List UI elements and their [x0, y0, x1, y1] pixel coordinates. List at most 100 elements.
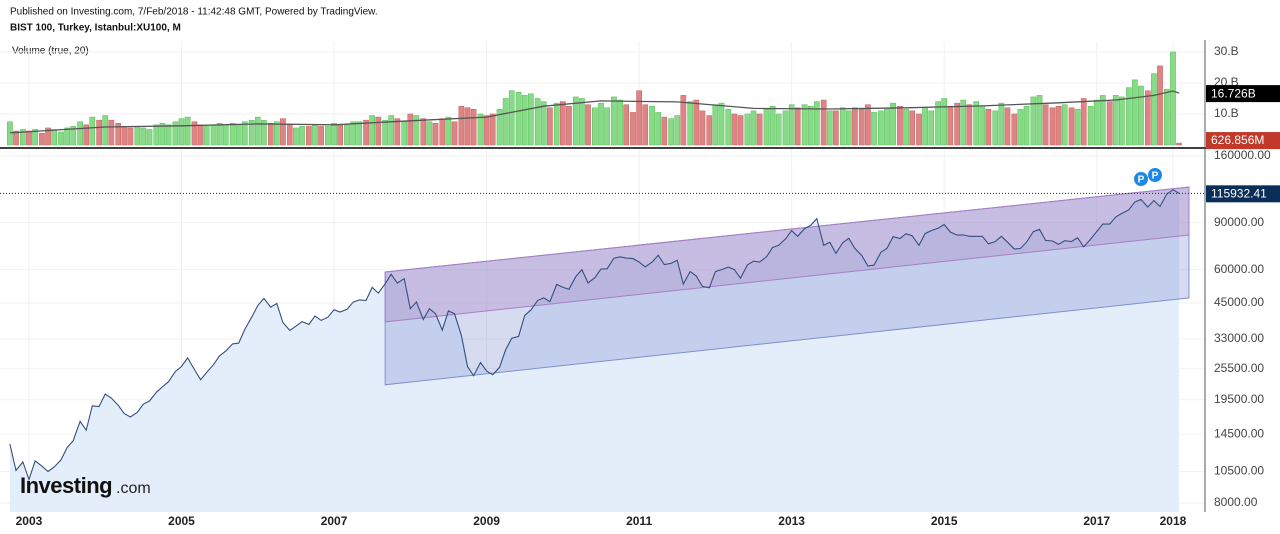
volume-title: Volume (true, 20)	[12, 46, 89, 57]
volume-bar	[782, 110, 789, 146]
volume-bar	[394, 118, 401, 146]
volume-bar	[674, 115, 681, 146]
volume-bar	[375, 116, 382, 146]
volume-bar	[693, 99, 700, 146]
volume-bar	[617, 99, 623, 146]
volume-bar	[813, 101, 820, 146]
volume-bar	[642, 104, 649, 146]
volume-bar	[941, 98, 948, 146]
volume-bar	[267, 123, 274, 146]
volume-bar	[483, 115, 490, 146]
volume-bar	[592, 107, 598, 146]
volume-bar	[134, 126, 141, 146]
volume-bar	[51, 129, 57, 146]
volume-bar	[527, 93, 534, 146]
volume-bar	[801, 104, 808, 146]
volume-bar	[1080, 98, 1087, 146]
volume-bar	[547, 107, 553, 146]
last-price-tag-box	[1206, 185, 1280, 203]
volume-bar	[45, 127, 51, 146]
volume-bar	[13, 130, 19, 146]
volume-bar	[508, 90, 515, 146]
volume-bar	[878, 110, 884, 146]
volume-bar	[248, 119, 255, 146]
volume-bar	[534, 98, 541, 146]
volume-bar	[470, 109, 477, 146]
volume-bar	[121, 126, 128, 146]
volume-bar	[1144, 90, 1151, 146]
volume-bar	[604, 107, 610, 146]
volume-bar	[1119, 96, 1125, 146]
volume-bar	[1087, 105, 1094, 146]
volume-bar	[744, 113, 751, 146]
volume-bar	[312, 124, 318, 146]
volume-bar	[20, 129, 26, 146]
volume-bar	[985, 109, 992, 146]
price-area	[9, 189, 1180, 513]
volume-bar	[998, 102, 1005, 146]
x-tick-label: 2005	[168, 514, 195, 528]
volume-bar	[1164, 88, 1170, 146]
volume-bar	[1017, 109, 1024, 146]
y-tick-label: 25500.00	[1214, 361, 1264, 375]
volume-bar	[464, 107, 471, 146]
volume-bar	[630, 112, 636, 146]
volume-bar	[598, 102, 604, 146]
volume-bar	[611, 96, 617, 146]
x-tick-label: 2003	[16, 514, 43, 528]
volume-bar	[769, 105, 776, 146]
volume-bar	[413, 115, 420, 146]
event-marker-label: P	[1138, 175, 1145, 186]
volume-bar	[655, 112, 662, 146]
volume-bar	[1049, 107, 1056, 146]
volume-bar	[344, 124, 350, 146]
volume-bar	[318, 126, 324, 146]
volume-bar	[83, 124, 90, 146]
volume-bar	[521, 95, 528, 146]
volume-bar	[884, 107, 890, 146]
volume-bar	[420, 118, 427, 146]
volume-ma-tag-box	[1206, 85, 1280, 103]
volume-bar	[992, 110, 999, 146]
volume-bar	[922, 107, 928, 146]
volume-ma-tag: 16.726B	[1211, 86, 1256, 100]
volume-bar	[559, 101, 566, 146]
volume-bar	[839, 107, 846, 146]
volume-bar	[623, 104, 629, 146]
volume-bar	[159, 123, 166, 146]
volume-bar	[115, 123, 122, 146]
volume-bar	[363, 119, 369, 146]
x-tick-label: 2013	[778, 514, 805, 528]
volume-bar	[1068, 107, 1075, 146]
volume-bar	[680, 95, 687, 146]
volume-bar	[807, 105, 814, 146]
volume-bar	[706, 115, 713, 146]
volume-bar	[172, 121, 179, 146]
volume-bar	[1023, 105, 1030, 146]
volume-bar	[725, 109, 732, 146]
volume-bar	[1036, 95, 1043, 146]
volume-bar	[254, 116, 261, 146]
volume-bar	[1131, 79, 1138, 146]
volume-bar	[935, 101, 941, 146]
x-tick-label: 2009	[473, 514, 500, 528]
volume-bar	[820, 99, 827, 146]
volume-bar	[401, 121, 408, 146]
volume-bar	[871, 112, 877, 146]
volume-bar	[451, 121, 458, 146]
volume-bar	[280, 118, 286, 146]
volume-bar	[865, 104, 871, 146]
volume-bar	[960, 99, 967, 146]
volume-bar	[1074, 109, 1081, 146]
y-tick-label: 8000.00	[1214, 495, 1258, 509]
volume-bar	[306, 126, 312, 146]
volume-bar	[102, 115, 109, 146]
volume-bar	[579, 98, 585, 146]
volume-tick-label: 30.B	[1214, 44, 1239, 58]
y-tick-label: 60000.00	[1214, 262, 1264, 276]
volume-bar	[845, 110, 852, 146]
volume-bar	[89, 116, 96, 146]
volume-bar	[1170, 51, 1176, 146]
event-marker	[1134, 172, 1148, 186]
volume-bar	[540, 101, 547, 146]
